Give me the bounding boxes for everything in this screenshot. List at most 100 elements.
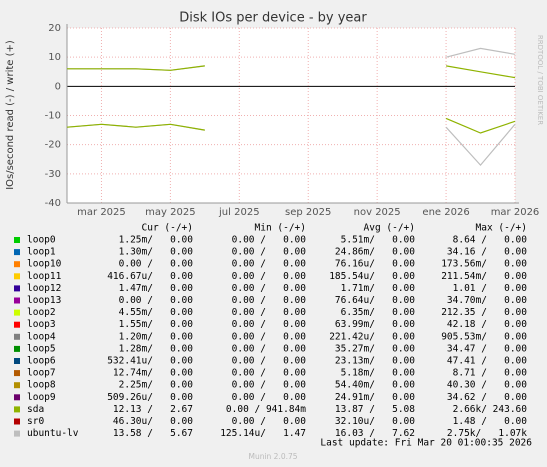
- legend-name: ubuntu-lv: [27, 428, 79, 439]
- legend-value: 185.54u/ 0.00: [329, 271, 415, 282]
- y-tick-label: -20: [45, 140, 61, 151]
- legend-value: 1.25m/ 0.00: [119, 235, 194, 246]
- legend-value: 42.18 / 0.00: [447, 319, 527, 330]
- legend-value: 12.13 / 2.67: [113, 404, 193, 415]
- legend-value: 509.26u/ 0.00: [107, 392, 193, 403]
- legend-value: 0.00 / 0.00: [232, 295, 307, 306]
- legend-header: Max (-/+): [476, 223, 527, 234]
- legend-value: 4.55m/ 0.00: [119, 307, 194, 318]
- legend-value: 24.91m/ 0.00: [335, 392, 415, 403]
- x-tick-label: jul 2025: [218, 207, 260, 218]
- series-line: [66, 117, 516, 134]
- legend-value: 76.16u/ 0.00: [335, 259, 415, 270]
- legend-value: 0.00 / 0.00: [232, 319, 307, 330]
- legend-value: 0.00 / 0.00: [232, 271, 307, 282]
- legend-value: 12.74m/ 0.00: [113, 368, 193, 379]
- legend-name: loop12: [27, 283, 61, 294]
- x-tick-label: mar 2025: [77, 207, 126, 218]
- y-tick-label: 10: [48, 52, 61, 63]
- y-tick-label: -10: [45, 111, 61, 122]
- y-tick-label: -40: [45, 198, 61, 209]
- y-tick-label: 0: [55, 81, 61, 92]
- legend-value: 2.75k/ 1.07k: [447, 428, 527, 439]
- legend-value: 16.03 / 7.62: [335, 428, 415, 439]
- legend-value: 0.00 / 0.00: [232, 380, 307, 391]
- legend-value: 0.00 / 0.00: [232, 416, 307, 427]
- legend-name: loop5: [27, 343, 56, 354]
- legend-header: Avg (-/+): [364, 223, 415, 234]
- legend-value: 0.00 / 0.00: [232, 392, 307, 403]
- legend-value: 0.00 / 0.00: [232, 283, 307, 294]
- legend-name: loop8: [27, 380, 56, 391]
- legend-swatch: [14, 394, 20, 401]
- legend-value: 0.00 / 0.00: [232, 368, 307, 379]
- legend-value: 1.55m/ 0.00: [119, 319, 194, 330]
- legend-name: loop11: [27, 271, 62, 282]
- legend-value: 47.41 / 0.00: [447, 356, 527, 367]
- legend-value: 1.48 / 0.00: [453, 416, 528, 427]
- legend-swatch: [14, 297, 20, 304]
- legend-value: 1.28m/ 0.00: [119, 343, 194, 354]
- legend-swatch: [14, 418, 20, 425]
- legend-value: 905.53m/ 0.00: [441, 331, 527, 342]
- legend-value: 173.56m/ 0.00: [441, 259, 527, 270]
- legend-value: 23.13m/ 0.00: [335, 356, 415, 367]
- x-tick-label: may 2025: [145, 207, 195, 218]
- legend-name: loop9: [27, 392, 56, 403]
- legend-swatch: [14, 430, 20, 437]
- legend-swatch: [14, 370, 20, 377]
- x-tick-label: nov 2025: [354, 207, 401, 218]
- legend-value: 0.00 / 0.00: [232, 343, 307, 354]
- legend-value: 46.30u/ 0.00: [113, 416, 193, 427]
- legend-swatch: [14, 249, 20, 256]
- legend-value: 32.10u/ 0.00: [335, 416, 415, 427]
- legend-value: 34.70m/ 0.00: [447, 295, 527, 306]
- legend-name: sr0: [27, 416, 44, 427]
- x-tick-label: sep 2025: [285, 207, 331, 218]
- legend-value: 34.16 / 0.00: [447, 247, 527, 258]
- legend-value: 0.00 / 0.00: [232, 356, 307, 367]
- legend-value: 5.51m/ 0.00: [341, 235, 416, 246]
- side-note: RRDTOOL / TOBI OETIKER: [536, 35, 544, 125]
- legend-value: 35.27m/ 0.00: [335, 343, 415, 354]
- legend-value: 416.67u/ 0.00: [107, 271, 193, 282]
- legend-value: 24.86m/ 0.00: [335, 247, 415, 258]
- legend-value: 8.64 / 0.00: [453, 235, 528, 246]
- legend-swatch: [14, 382, 20, 389]
- legend-value: 34.47 / 0.00: [447, 343, 527, 354]
- legend-value: 13.87 / 5.08: [335, 404, 415, 415]
- legend-value: 63.99m/ 0.00: [335, 319, 415, 330]
- legend-value: 1.01 / 0.00: [453, 283, 528, 294]
- legend-value: 34.62 / 0.00: [447, 392, 527, 403]
- legend-name: sda: [27, 404, 44, 415]
- legend-name: loop6: [27, 356, 56, 367]
- plot-area: [67, 28, 515, 203]
- legend-value: 0.00 / 0.00: [232, 307, 307, 318]
- legend-value: 211.54m/ 0.00: [441, 271, 527, 282]
- legend-name: loop2: [27, 307, 56, 318]
- legend-swatch: [14, 237, 20, 243]
- y-tick-label: -30: [45, 169, 61, 180]
- legend-name: loop0: [27, 235, 56, 246]
- legend-value: 221.42u/ 0.00: [329, 331, 415, 342]
- footer: Munin 2.0.75: [248, 452, 297, 461]
- x-tick-label: ene 2026: [422, 207, 469, 218]
- legend-name: loop1: [27, 247, 56, 258]
- legend-value: 0.00 / 0.00: [232, 259, 307, 270]
- chart-title: Disk IOs per device - by year: [179, 11, 367, 26]
- legend-value: 0.00 / 941.84m: [226, 404, 306, 415]
- legend-name: loop3: [27, 319, 56, 330]
- x-tick-label: mar 2026: [491, 207, 540, 218]
- legend-value: 76.64u/ 0.00: [335, 295, 415, 306]
- legend-value: 0.00 / 0.00: [232, 331, 307, 342]
- legend-value: 54.40m/ 0.00: [335, 380, 415, 391]
- legend-value: 532.41u/ 0.00: [107, 356, 193, 367]
- legend-value: 1.20m/ 0.00: [119, 331, 194, 342]
- legend-name: loop7: [27, 368, 56, 379]
- legend-value: 125.14u/ 1.47: [220, 428, 306, 439]
- legend-value: 1.30m/ 0.00: [119, 247, 194, 258]
- legend-value: 1.47m/ 0.00: [119, 283, 194, 294]
- legend-swatch: [14, 406, 20, 413]
- legend-value: 0.00 / 0.00: [119, 295, 194, 306]
